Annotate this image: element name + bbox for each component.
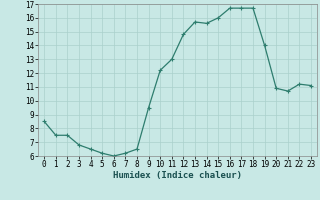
X-axis label: Humidex (Indice chaleur): Humidex (Indice chaleur) [113, 171, 242, 180]
